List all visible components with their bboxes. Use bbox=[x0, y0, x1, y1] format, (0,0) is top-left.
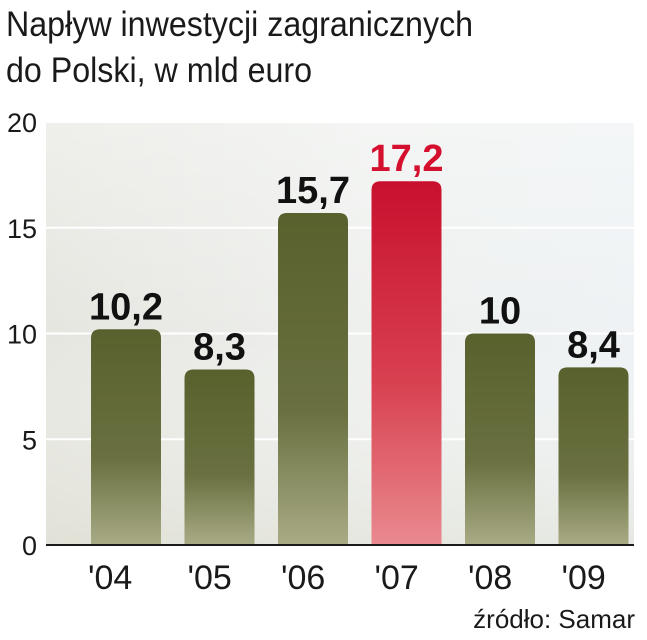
source-note: źródło: Samar bbox=[473, 604, 635, 634]
bars bbox=[91, 181, 629, 545]
y-tick-label: 10 bbox=[7, 320, 37, 350]
x-axis-ticks: '04 '05 '06 '07 '08 '09 bbox=[88, 559, 606, 597]
y-tick-label: 0 bbox=[22, 531, 37, 561]
value-label: 15,7 bbox=[276, 170, 350, 212]
chart-title-line-2: do Polski, w mld euro bbox=[6, 51, 313, 90]
x-tick-label: '09 bbox=[562, 559, 606, 597]
bar bbox=[465, 333, 535, 545]
chart-title-line-1: Napływ inwestycji zagranicznych bbox=[6, 5, 474, 44]
bar bbox=[91, 329, 161, 545]
bar bbox=[558, 367, 629, 545]
y-axis-ticks: 0 5 10 15 20 bbox=[7, 108, 37, 561]
value-label: 10,2 bbox=[89, 286, 163, 328]
x-tick-label: '04 bbox=[88, 559, 132, 597]
bar-highlight bbox=[371, 181, 442, 545]
x-tick-label: '06 bbox=[281, 559, 325, 597]
value-label: 8,4 bbox=[567, 324, 620, 366]
x-tick-label: '05 bbox=[188, 559, 232, 597]
y-tick-label: 20 bbox=[7, 108, 37, 138]
value-labels: 10,2 8,3 15,7 17,2 10 8,4 bbox=[89, 138, 620, 368]
x-tick-label: '07 bbox=[375, 559, 419, 597]
y-tick-label: 15 bbox=[7, 214, 37, 244]
chart-title: Napływ inwestycji zagranicznych do Polsk… bbox=[6, 2, 473, 94]
y-tick-label: 5 bbox=[22, 425, 37, 455]
value-label: 8,3 bbox=[193, 326, 246, 368]
bar bbox=[184, 369, 255, 545]
bar bbox=[278, 212, 348, 545]
value-label: 17,2 bbox=[370, 138, 444, 180]
value-label: 10 bbox=[479, 291, 521, 333]
x-tick-label: '08 bbox=[468, 559, 512, 597]
